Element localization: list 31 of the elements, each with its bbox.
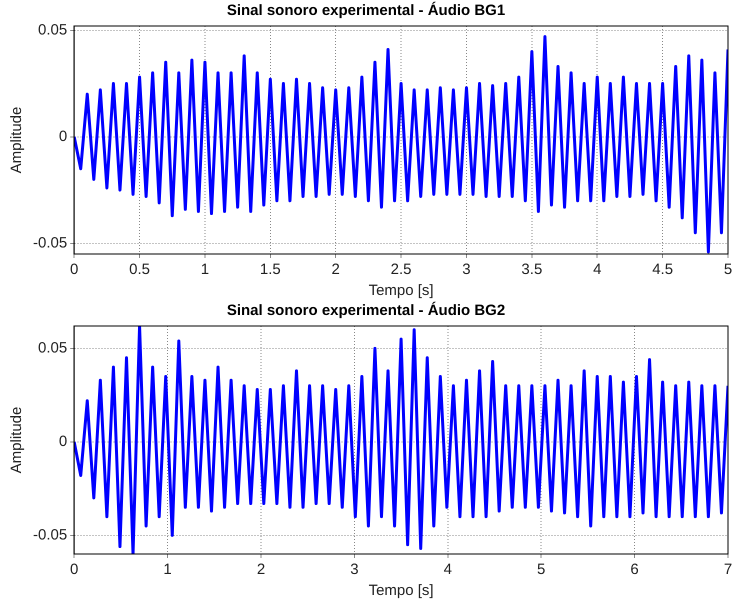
x-tick-label: 7 — [724, 561, 732, 578]
x-tick-label: 0 — [70, 261, 78, 278]
y-tick-label: 0 — [58, 433, 68, 450]
x-tick-label: 0 — [70, 561, 78, 578]
x-tick-label: 3 — [462, 261, 471, 278]
y-axis-title: Amplitude — [8, 406, 26, 474]
x-tick-label: 5 — [724, 261, 732, 278]
x-axis-title: Tempo [s] — [368, 282, 434, 300]
x-tick-label: 0.5 — [129, 261, 150, 278]
y-axis-title: Amplitude — [8, 106, 26, 174]
x-tick-label: 2 — [332, 261, 340, 278]
x-tick-label: 4 — [593, 261, 602, 278]
y-tick-label: -0.05 — [32, 234, 68, 252]
x-tick-label: 1 — [200, 261, 210, 278]
x-tick-label: 2 — [256, 561, 266, 578]
x-tick-label: 3.5 — [521, 261, 542, 278]
y-tick-label: 0.05 — [38, 340, 68, 357]
x-tick-label: 1.5 — [260, 261, 281, 278]
x-tick-label: 4 — [444, 561, 452, 578]
chart-title: Sinal sonoro experimental - Áudio BG2 — [226, 301, 506, 320]
x-tick-label: 2.5 — [390, 261, 412, 278]
x-tick-label: 3 — [350, 561, 359, 578]
x-tick-label: 6 — [630, 561, 639, 578]
y-tick-label: 0.05 — [38, 21, 68, 38]
x-tick-label: 1 — [163, 561, 172, 578]
chart-title: Sinal sonoro experimental - Áudio BG1 — [226, 1, 506, 20]
x-tick-label: 4.5 — [652, 261, 674, 278]
x-axis-title: Tempo [s] — [368, 582, 434, 600]
y-tick-label: 0 — [58, 128, 68, 145]
x-tick-label: 5 — [537, 561, 546, 578]
y-tick-label: -0.05 — [32, 526, 68, 544]
